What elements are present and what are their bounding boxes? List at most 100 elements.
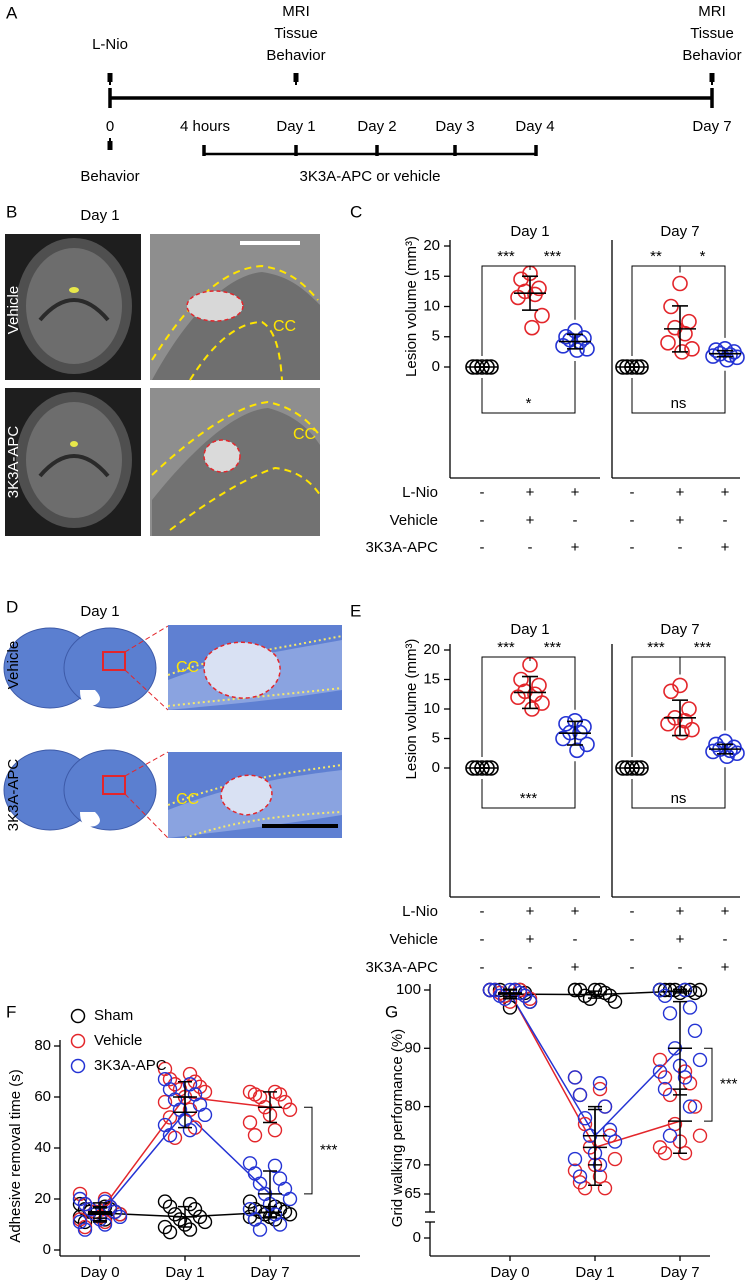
y-tick-label: 65 — [404, 1185, 421, 1202]
data-point — [527, 286, 543, 303]
significance-bracket — [631, 767, 726, 809]
timeline: A L-Nio MRI Tissue Behavior MRI Tissue B… — [6, 3, 742, 185]
region-label: CC — [293, 426, 316, 443]
baseline-label: Behavior — [80, 168, 139, 185]
timeline-lines — [108, 88, 714, 156]
time-label: Day 1 — [276, 118, 315, 135]
significance-label: * — [526, 395, 532, 412]
y-tick-label: 70 — [404, 1156, 421, 1173]
significance-bracket — [481, 361, 576, 414]
significance-label: *** — [497, 248, 515, 265]
data-point — [524, 319, 540, 336]
time-label: 4 hours — [180, 118, 230, 135]
condition-sign: - — [480, 959, 485, 976]
event-markers — [107, 73, 715, 150]
data-point — [719, 351, 735, 368]
significance-bracket — [631, 656, 681, 757]
significance-label: ns — [671, 395, 687, 412]
data-point — [197, 1084, 213, 1100]
significance-label: * — [700, 248, 706, 265]
y-tick-label: 60 — [34, 1088, 51, 1105]
data-point — [72, 1214, 88, 1230]
y-tick-label: 80 — [34, 1037, 51, 1054]
condition-sign: + — [526, 484, 535, 501]
data-point — [663, 683, 679, 700]
significance-label: *** — [694, 639, 712, 656]
error-bar — [522, 275, 538, 311]
y-tick-label: 20 — [34, 1190, 51, 1207]
data-point — [172, 1212, 188, 1227]
condition-sign: - — [480, 931, 485, 948]
event-text: MRI — [698, 3, 726, 20]
data-point — [674, 724, 690, 741]
y-tick-label: 0 — [413, 1229, 421, 1246]
error-bar — [673, 1000, 687, 1096]
data-point — [567, 1151, 583, 1167]
data-point — [672, 275, 688, 292]
time-label: Day 2 — [357, 118, 396, 135]
condition-sign: - — [480, 903, 485, 920]
error-bar — [717, 743, 733, 755]
significance-bracket — [631, 370, 726, 414]
data-point — [687, 1023, 703, 1039]
data-point — [272, 1171, 288, 1186]
data-point — [692, 1128, 708, 1143]
data-point — [247, 1166, 263, 1181]
significance-bracket — [481, 761, 576, 809]
data-point — [662, 1006, 678, 1021]
x-tick-label: Day 1 — [165, 1264, 204, 1281]
error-bar — [672, 305, 688, 353]
data-point — [272, 1217, 288, 1232]
y-tick-label: 90 — [404, 1039, 421, 1056]
condition-sign: + — [526, 903, 535, 920]
data-point — [677, 1070, 693, 1085]
y-tick-label: 5 — [432, 729, 440, 746]
condition-name: Vehicle — [390, 931, 438, 948]
data-point — [558, 328, 574, 345]
data-point — [607, 994, 623, 1009]
error-bar — [263, 1170, 277, 1218]
significance-bracket — [679, 265, 726, 338]
condition-sign: + — [721, 539, 730, 556]
condition-sign: - — [630, 539, 635, 556]
legend-label: Sham — [94, 1007, 133, 1024]
data-point — [657, 1081, 673, 1097]
panel-letter: E — [350, 601, 361, 620]
y-tick-label: 20 — [423, 641, 440, 658]
condition-sign: - — [573, 512, 578, 529]
y-tick-label: 15 — [423, 267, 440, 284]
data-point — [182, 1222, 198, 1237]
data-point — [510, 689, 526, 706]
data-point — [192, 1097, 208, 1112]
data-point — [682, 1000, 698, 1015]
data-point — [687, 1099, 703, 1114]
condition-name: Vehicle — [390, 512, 438, 529]
significance-bracket — [704, 1047, 713, 1122]
significance-label: *** — [544, 248, 562, 265]
y-tick-label: 20 — [423, 237, 440, 254]
data-point — [662, 1128, 678, 1143]
data-point — [157, 1194, 173, 1209]
condition-sign: - — [528, 539, 533, 556]
timeline-start: L-Nio — [92, 36, 128, 53]
data-point — [77, 1196, 93, 1212]
condition-sign: - — [630, 903, 635, 920]
condition-sign: - — [480, 539, 485, 556]
data-point — [555, 338, 571, 354]
y-tick-label: 0 — [432, 759, 440, 776]
panel-letter: F — [6, 1002, 16, 1021]
data-point — [652, 1052, 668, 1068]
x-tick-label: Day 0 — [80, 1264, 119, 1281]
data-point — [569, 742, 585, 759]
significance-label: ns — [671, 790, 687, 807]
data-point — [162, 1071, 178, 1087]
condition-sign: - — [678, 959, 683, 976]
data-point — [162, 1110, 178, 1125]
error-bar — [673, 988, 687, 994]
data-point — [282, 1207, 298, 1222]
data-point — [157, 1094, 173, 1110]
y-tick-label: 0 — [43, 1241, 51, 1258]
data-point — [162, 1128, 178, 1143]
data-point — [597, 1180, 613, 1196]
